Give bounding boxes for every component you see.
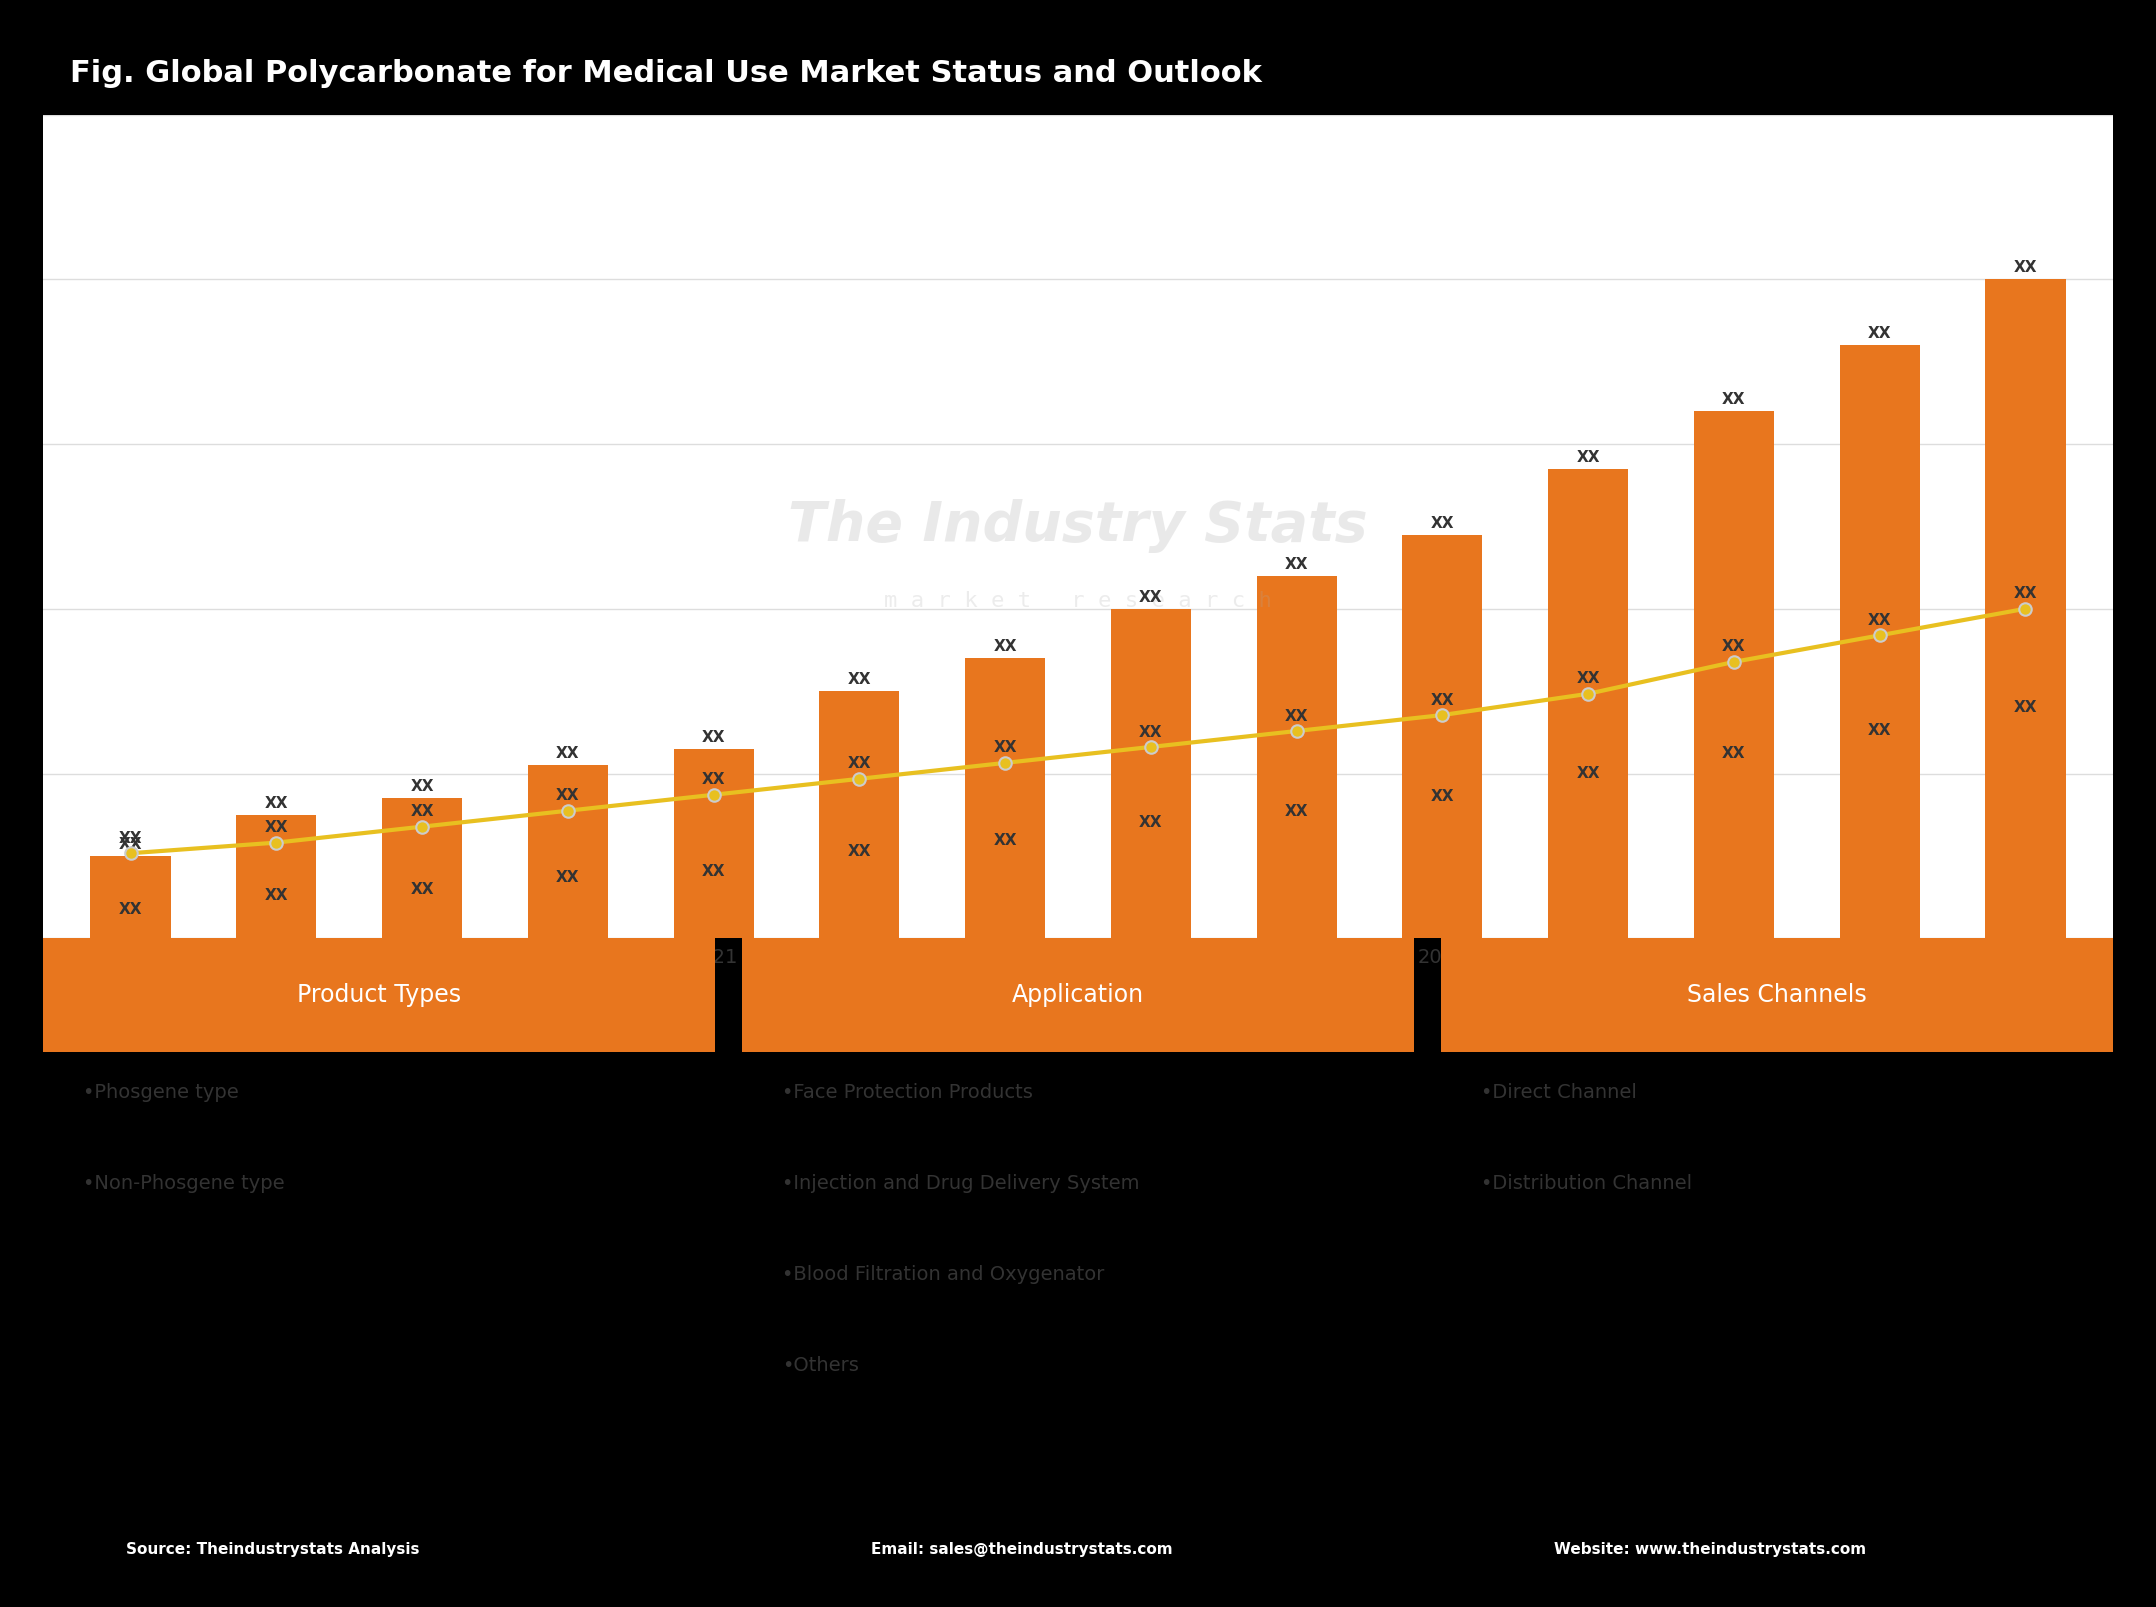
- Bar: [819, 691, 899, 938]
- Text: Email: sales@theindustrystats.com: Email: sales@theindustrystats.com: [871, 1543, 1173, 1557]
- Bar: [742, 938, 1414, 1053]
- Text: XX: XX: [1432, 789, 1453, 805]
- Bar: [1257, 575, 1337, 938]
- Bar: [528, 765, 608, 938]
- Text: •Others: •Others: [783, 1356, 860, 1376]
- Text: •Direct Channel: •Direct Channel: [1481, 1083, 1636, 1102]
- Text: XX: XX: [556, 871, 580, 885]
- Text: XX: XX: [1723, 640, 1746, 654]
- Text: XX: XX: [119, 837, 142, 852]
- Text: XX: XX: [703, 773, 724, 787]
- Legend: Revenue (Million $), Y-oY Growth Rate (%): Revenue (Million $), Y-oY Growth Rate (%…: [798, 1001, 1358, 1035]
- Text: •Distribution Channel: •Distribution Channel: [1481, 1175, 1692, 1192]
- Text: XX: XX: [410, 779, 433, 794]
- Text: Product Types: Product Types: [298, 983, 461, 1008]
- Text: XX: XX: [1867, 612, 1891, 628]
- Text: m a r k e t   r e s e a r c h: m a r k e t r e s e a r c h: [884, 590, 1272, 611]
- Text: XX: XX: [1723, 746, 1746, 762]
- Y-oY Growth Rate (%): [1138, 738, 1164, 757]
- Y-oY Growth Rate (%): [410, 816, 436, 836]
- Text: XX: XX: [265, 795, 289, 810]
- Text: XX: XX: [847, 844, 871, 860]
- Text: XX: XX: [265, 820, 289, 836]
- Bar: [1839, 346, 1919, 938]
- Text: XX: XX: [994, 741, 1018, 755]
- Bar: [1110, 609, 1190, 938]
- Text: Source: Theindustrystats Analysis: Source: Theindustrystats Analysis: [125, 1543, 420, 1557]
- Text: XX: XX: [1576, 767, 1600, 781]
- Bar: [1401, 535, 1483, 938]
- Text: •Injection and Drug Delivery System: •Injection and Drug Delivery System: [783, 1175, 1141, 1192]
- Bar: [1440, 938, 2113, 1053]
- Text: •Non-Phosgene type: •Non-Phosgene type: [84, 1175, 285, 1192]
- Text: XX: XX: [2014, 701, 2037, 715]
- Y-oY Growth Rate (%): [1867, 625, 1893, 644]
- Text: XX: XX: [119, 831, 142, 845]
- Y-oY Growth Rate (%): [701, 786, 727, 805]
- Bar: [1548, 469, 1628, 938]
- Text: XX: XX: [994, 832, 1018, 848]
- Bar: [43, 938, 716, 1053]
- Text: XX: XX: [2014, 587, 2037, 601]
- Bar: [966, 659, 1046, 938]
- Text: Website: www.theindustrystats.com: Website: www.theindustrystats.com: [1554, 1543, 1867, 1557]
- Bar: [1695, 411, 1774, 938]
- Text: XX: XX: [1432, 693, 1453, 707]
- Y-oY Growth Rate (%): [2012, 599, 2037, 619]
- Text: XX: XX: [410, 804, 433, 820]
- Text: XX: XX: [1867, 326, 1891, 341]
- Text: XX: XX: [410, 882, 433, 897]
- Y-oY Growth Rate (%): [1283, 722, 1309, 741]
- Y-oY Growth Rate (%): [992, 754, 1018, 773]
- Bar: [1986, 280, 2065, 938]
- Y-oY Growth Rate (%): [1720, 652, 1746, 672]
- Text: XX: XX: [1285, 709, 1309, 723]
- Text: •Blood Filtration and Oxygenator: •Blood Filtration and Oxygenator: [783, 1265, 1104, 1284]
- Bar: [382, 799, 461, 938]
- Text: XX: XX: [265, 887, 289, 903]
- Text: XX: XX: [847, 757, 871, 771]
- Text: XX: XX: [2014, 260, 2037, 275]
- Y-oY Growth Rate (%): [847, 770, 873, 789]
- Text: XX: XX: [119, 902, 142, 918]
- Y-oY Growth Rate (%): [1429, 705, 1455, 725]
- Bar: [673, 749, 755, 938]
- Text: XX: XX: [1576, 672, 1600, 686]
- Text: XX: XX: [1576, 450, 1600, 464]
- Text: XX: XX: [1138, 815, 1162, 831]
- Text: XX: XX: [703, 865, 724, 879]
- Text: XX: XX: [1285, 804, 1309, 820]
- Text: XX: XX: [847, 672, 871, 688]
- Text: XX: XX: [994, 640, 1018, 654]
- Text: XX: XX: [1138, 725, 1162, 739]
- Text: Fig. Global Polycarbonate for Medical Use Market Status and Outlook: Fig. Global Polycarbonate for Medical Us…: [69, 59, 1261, 88]
- Text: Application: Application: [1011, 983, 1145, 1008]
- Text: XX: XX: [703, 730, 724, 744]
- Text: XX: XX: [556, 746, 580, 762]
- Y-oY Growth Rate (%): [554, 800, 580, 820]
- Y-oY Growth Rate (%): [263, 832, 289, 852]
- Text: XX: XX: [1723, 392, 1746, 407]
- Bar: [237, 815, 317, 938]
- Text: Sales Channels: Sales Channels: [1686, 983, 1867, 1008]
- Text: XX: XX: [1285, 556, 1309, 572]
- Text: The Industry Stats: The Industry Stats: [789, 500, 1367, 553]
- Y-oY Growth Rate (%): [1576, 685, 1602, 704]
- Text: XX: XX: [556, 789, 580, 804]
- Text: XX: XX: [1432, 516, 1453, 530]
- Text: XX: XX: [1867, 723, 1891, 738]
- Text: •Face Protection Products: •Face Protection Products: [783, 1083, 1033, 1102]
- Text: XX: XX: [1138, 590, 1162, 604]
- Y-oY Growth Rate (%): [119, 844, 144, 863]
- Bar: [91, 857, 170, 938]
- Text: •Phosgene type: •Phosgene type: [84, 1083, 239, 1102]
- Line: Y-oY Growth Rate (%): Y-oY Growth Rate (%): [125, 603, 2031, 860]
